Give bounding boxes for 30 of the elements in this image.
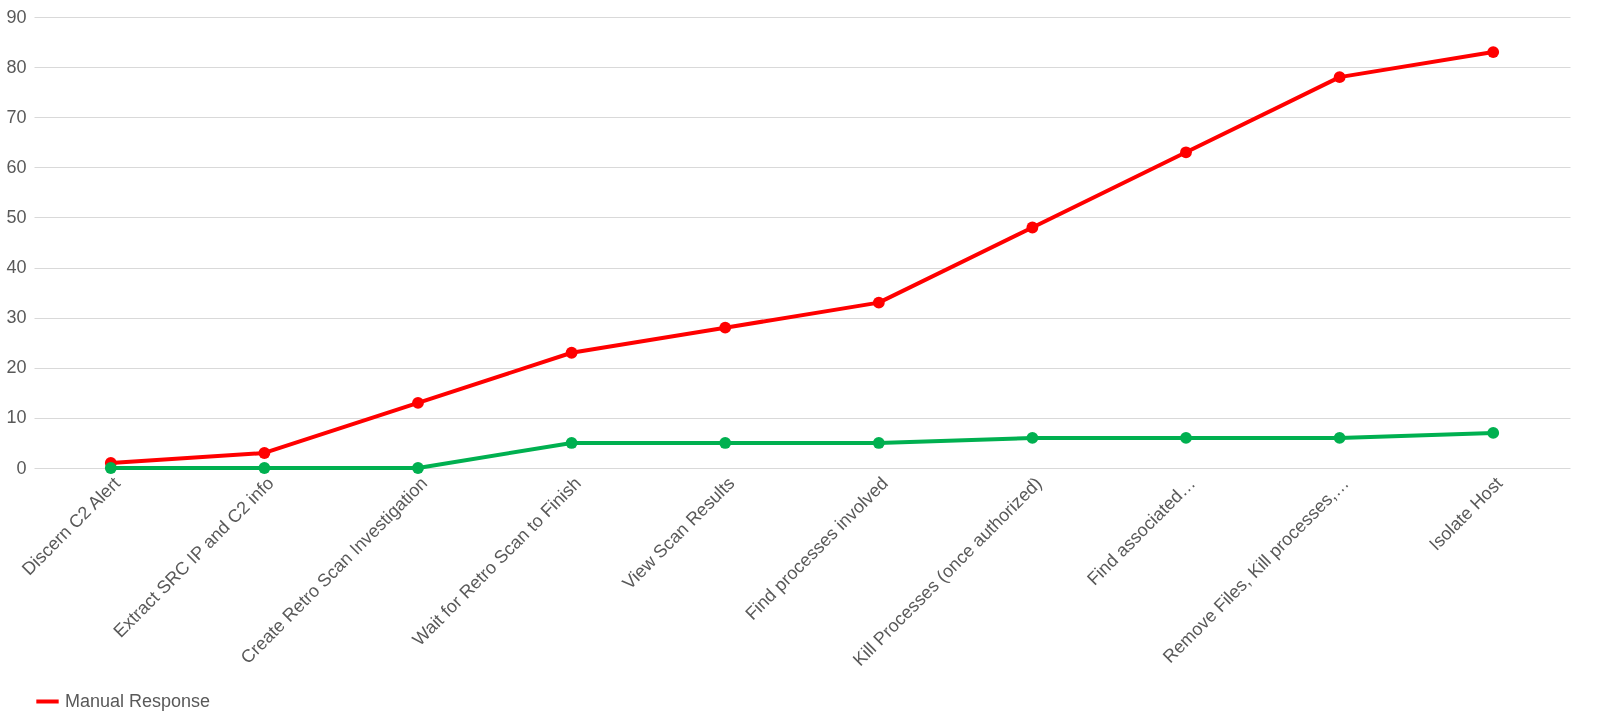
legend-label: Manual Response	[65, 690, 211, 711]
point	[1333, 432, 1346, 444]
point	[565, 346, 578, 359]
point	[1026, 221, 1039, 234]
y-tick-label: 40	[6, 257, 27, 278]
y-tick-label: 80	[6, 56, 27, 77]
y-tick-label: 30	[6, 307, 27, 328]
point	[258, 462, 271, 474]
point	[872, 296, 885, 309]
y-tick-label: 20	[6, 357, 27, 378]
point	[104, 462, 117, 474]
point	[1487, 46, 1500, 58]
point	[565, 437, 578, 449]
point	[872, 437, 885, 449]
point	[1333, 71, 1346, 84]
point	[258, 447, 271, 459]
point	[412, 396, 424, 409]
y-tick-label: 90	[6, 6, 27, 27]
point	[719, 321, 732, 334]
y-tick-label: 50	[6, 206, 27, 227]
point	[412, 462, 424, 474]
point	[719, 437, 732, 449]
y-tick-label: 60	[6, 156, 27, 177]
y-tick-label: 10	[6, 407, 27, 428]
y-tick-label: 0	[16, 457, 27, 478]
point	[1026, 432, 1039, 444]
point	[1180, 146, 1192, 159]
point	[1487, 427, 1500, 439]
point	[1180, 432, 1192, 444]
y-tick-label: 70	[6, 106, 27, 127]
